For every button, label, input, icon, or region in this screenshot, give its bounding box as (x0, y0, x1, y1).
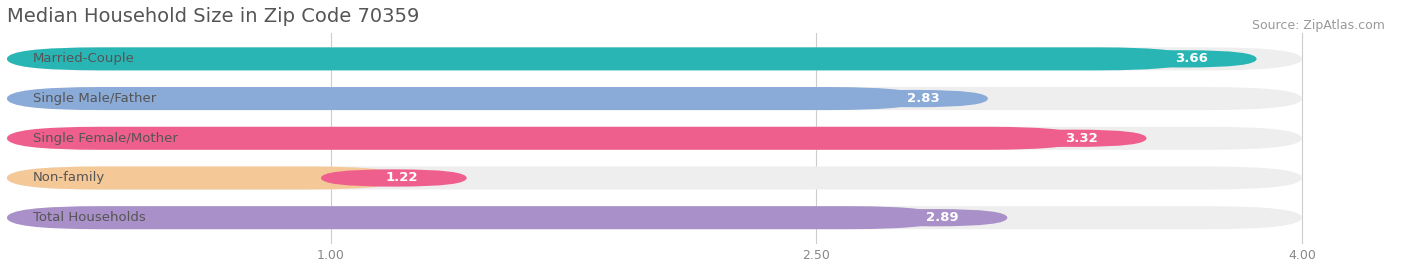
Text: Single Female/Mother: Single Female/Mother (32, 132, 177, 145)
FancyBboxPatch shape (842, 90, 988, 107)
Text: Married-Couple: Married-Couple (32, 52, 135, 65)
FancyBboxPatch shape (7, 87, 924, 110)
Text: 2.89: 2.89 (927, 211, 959, 224)
FancyBboxPatch shape (7, 167, 1302, 189)
FancyBboxPatch shape (7, 167, 402, 189)
FancyBboxPatch shape (1111, 50, 1257, 68)
Text: Non-family: Non-family (32, 171, 105, 185)
Text: Single Male/Father: Single Male/Father (32, 92, 156, 105)
Text: Total Households: Total Households (32, 211, 146, 224)
Text: Median Household Size in Zip Code 70359: Median Household Size in Zip Code 70359 (7, 7, 419, 26)
FancyBboxPatch shape (321, 169, 467, 187)
FancyBboxPatch shape (7, 47, 1192, 70)
FancyBboxPatch shape (1001, 130, 1146, 147)
Text: 3.66: 3.66 (1175, 52, 1208, 65)
Text: 2.83: 2.83 (907, 92, 939, 105)
FancyBboxPatch shape (7, 206, 1302, 229)
FancyBboxPatch shape (862, 209, 1007, 226)
FancyBboxPatch shape (7, 127, 1081, 150)
Text: 1.22: 1.22 (385, 171, 418, 185)
FancyBboxPatch shape (7, 206, 942, 229)
FancyBboxPatch shape (7, 87, 1302, 110)
Text: 3.32: 3.32 (1066, 132, 1098, 145)
FancyBboxPatch shape (7, 127, 1302, 150)
Text: Source: ZipAtlas.com: Source: ZipAtlas.com (1251, 19, 1385, 32)
FancyBboxPatch shape (7, 47, 1302, 70)
